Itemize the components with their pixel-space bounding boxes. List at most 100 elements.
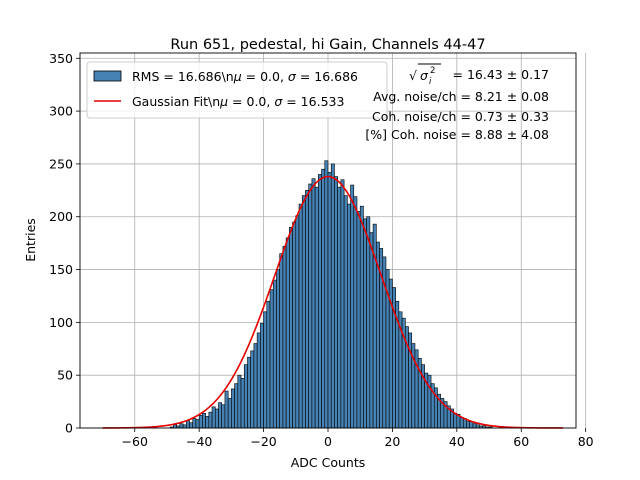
histogram-bar — [453, 412, 458, 429]
histogram-bar — [247, 356, 252, 429]
histogram-bar — [289, 226, 293, 429]
legend-fit-mu: μ — [219, 94, 228, 109]
x-axis-ticks: −60 −40 −20 0 20 40 60 80 — [122, 428, 594, 449]
histogram-bar — [269, 289, 274, 429]
histogram-bar — [243, 364, 248, 429]
histogram-bar — [202, 412, 206, 429]
legend-frame — [86, 61, 388, 119]
annotation-coh-percent: [%] Coh. noise = 8.88 ± 4.08 — [365, 127, 549, 142]
legend-fit-mu-value: = 0.0, — [228, 94, 274, 109]
legend-fit-sigma-value: = 16.533 — [282, 94, 344, 109]
histogram-bar — [195, 419, 200, 429]
histogram-bar — [234, 383, 239, 429]
legend: RMS = 16.686\nμ = 0.0, σ = 16.686 Gaussi… — [86, 61, 388, 119]
histogram-bar — [366, 216, 371, 429]
x-tick-label: 0 — [324, 434, 332, 449]
histogram-bar — [250, 350, 255, 429]
histogram-bar — [185, 420, 190, 429]
histogram-bar — [253, 343, 258, 429]
histogram-bar — [466, 421, 471, 429]
histogram-bar — [292, 221, 297, 429]
histogram-bar — [369, 232, 374, 429]
histogram-bar — [305, 190, 309, 429]
histogram-bar — [334, 176, 338, 429]
histogram-bar — [340, 179, 345, 429]
histogram-bar — [285, 237, 290, 429]
histogram-bar — [350, 184, 355, 429]
histogram-bar — [314, 186, 319, 429]
legend-rms-sigma: σ — [288, 69, 297, 84]
y-tick-label: 200 — [49, 209, 73, 224]
histogram-bar — [298, 203, 303, 429]
histogram-bar — [192, 418, 197, 429]
histogram-bar — [301, 195, 306, 429]
histogram-bar — [198, 415, 203, 429]
histogram-bar — [337, 186, 342, 429]
sigma-subscript: i — [429, 77, 432, 87]
legend-rms-mu: μ — [233, 69, 242, 84]
histogram-bar — [237, 374, 242, 429]
histogram-bar — [240, 378, 245, 429]
noise-annotations: √ σ i 2 = 16.43 ± 0.17 Avg. noise/ch = 8… — [365, 63, 549, 142]
histogram-bars — [169, 160, 493, 429]
histogram-bar — [231, 388, 235, 429]
histogram-bar — [211, 406, 216, 429]
histogram-bar — [318, 174, 322, 429]
x-axis-label: ADC Counts — [291, 455, 366, 470]
histogram-bar — [227, 398, 232, 429]
histogram-bar — [189, 422, 194, 429]
histogram-bar — [427, 374, 432, 429]
sigma-symbol: σ — [420, 68, 429, 83]
legend-swatch-histogram — [93, 70, 122, 82]
legend-rms-sigma-value: = 16.686 — [296, 69, 358, 84]
x-tick-label: −60 — [122, 434, 148, 449]
histogram-bar — [472, 423, 477, 429]
histogram-bar — [279, 253, 284, 429]
legend-fit-prefix: Gaussian Fit\n — [132, 94, 220, 109]
gaussian-fit-line — [102, 175, 564, 429]
chart-title: Run 651, pedestal, hi Gain, Channels 44-… — [170, 37, 485, 53]
histogram-bar — [173, 424, 177, 429]
histogram-bar — [343, 195, 348, 429]
y-axis-label: Entries — [23, 218, 38, 262]
y-tick-label: 100 — [49, 315, 73, 330]
histogram-bar — [224, 390, 229, 429]
histogram-bar — [208, 411, 213, 429]
histogram-bar — [321, 168, 326, 429]
x-tick-label: 20 — [384, 434, 400, 449]
histogram-bar — [330, 163, 335, 429]
y-tick-label: 150 — [49, 262, 73, 277]
histogram-bar — [256, 332, 261, 429]
legend-rms-mu-value: = 0.0, — [242, 69, 288, 84]
histogram-bar — [221, 404, 226, 429]
y-tick-label: 250 — [49, 156, 73, 171]
histogram-bar — [324, 160, 329, 429]
plot-area: −60 −40 −20 0 20 40 60 80 0 50 100 150 200 250 300 350 — [49, 51, 594, 449]
histogram-bar — [295, 215, 300, 429]
histogram-bar — [359, 205, 364, 429]
y-tick-label: 300 — [49, 104, 73, 119]
annotation-sqrt-sigma: √ σ i 2 = 16.43 ± 0.17 — [409, 63, 549, 87]
legend-label-fit: Gaussian Fit\nμ = 0.0, σ = 16.533 — [132, 94, 344, 109]
histogram-bar — [347, 203, 351, 429]
histogram-bar — [282, 246, 287, 429]
x-tick-label: −20 — [250, 434, 276, 449]
histogram-bar — [308, 183, 313, 429]
histogram-bar — [469, 421, 474, 429]
histogram-bar — [260, 323, 264, 429]
histogram-bar — [356, 211, 361, 429]
x-tick-label: −40 — [186, 434, 212, 449]
y-axis-ticks: 0 50 100 150 200 250 300 350 — [49, 51, 80, 436]
x-tick-label: 40 — [449, 434, 465, 449]
annotation-avg-noise: Avg. noise/ch = 8.21 ± 0.08 — [373, 89, 549, 104]
histogram-bar — [311, 178, 316, 429]
histogram-bar — [218, 402, 223, 429]
annotation-line1-value: = 16.43 ± 0.17 — [453, 67, 549, 82]
histogram-bar — [272, 279, 277, 429]
histogram-bar — [205, 416, 210, 429]
sqrt-sign: √ — [409, 68, 417, 83]
y-tick-label: 50 — [57, 368, 73, 383]
x-tick-label: 60 — [513, 434, 529, 449]
histogram-bar — [179, 423, 184, 429]
